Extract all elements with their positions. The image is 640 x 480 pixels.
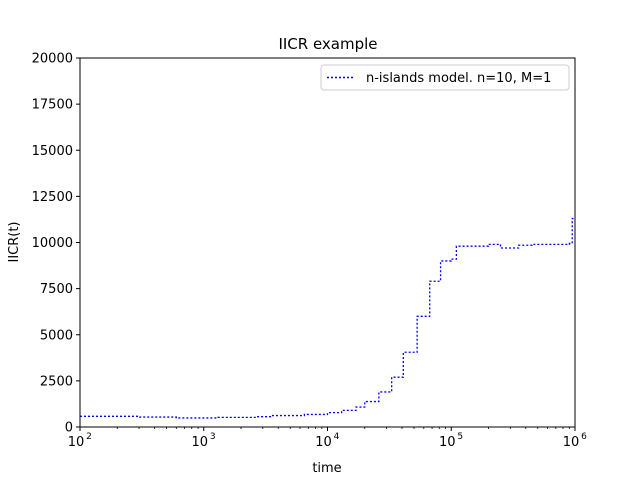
x-tick-label: 10 [315,435,332,450]
x-tick-exponent: 5 [457,432,463,442]
x-tick-exponent: 2 [86,432,92,442]
series-line-0 [80,217,575,419]
x-tick-label: 10 [191,435,208,450]
plot-area [80,217,575,419]
y-tick-label: 12500 [32,190,73,205]
legend-box [320,64,570,91]
legend-label: n-islands model. n=10, M=1 [366,71,551,86]
axis-ticks: 0 2500 5000 7500 10000 12500 15000 17500 20000 10… [32,52,587,451]
y-tick-label: 7500 [40,282,73,297]
y-tick-label: 10000 [32,236,73,251]
y-axis-label: IICR(t) [7,221,22,262]
x-tick-label: 10 [68,435,85,450]
x-tick-exponent: 6 [581,432,587,442]
legend: n-islands model. n=10, M=1 [320,64,570,91]
x-tick-exponent: 4 [334,432,340,442]
y-tick-label: 17500 [32,98,73,113]
x-tick-label: 10 [439,435,456,450]
y-tick-label: 15000 [32,144,73,159]
x-tick-label: 10 [563,435,580,450]
y-tick-label: 20000 [32,52,73,67]
x-axis-label: time [312,461,341,476]
y-tick-label: 2500 [40,374,73,389]
y-tick-label: 0 [65,421,73,436]
x-tick-exponent: 3 [210,432,216,442]
chart-title: IICR example [278,35,377,53]
y-tick-label: 5000 [40,328,73,343]
